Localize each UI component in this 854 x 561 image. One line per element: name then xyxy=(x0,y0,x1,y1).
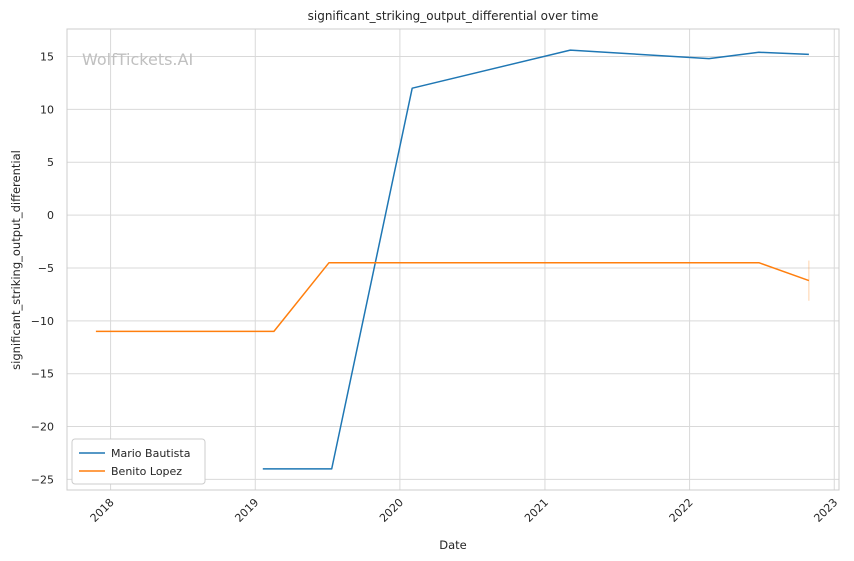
grid-lines xyxy=(67,29,839,490)
legend-box xyxy=(71,438,206,485)
y-tick-label: 5 xyxy=(47,156,54,169)
y-tick-label: −20 xyxy=(31,421,54,434)
y-tick-label: 0 xyxy=(47,209,54,222)
legend-label-1: Benito Lopez xyxy=(111,465,182,478)
watermark: WolfTickets.AI xyxy=(82,50,193,69)
series-line-benito-lopez xyxy=(95,261,810,333)
legend: Mario Bautista Benito Lopez xyxy=(71,438,206,485)
y-tick-label: 15 xyxy=(40,50,54,63)
y-axis-label: significant_striking_output_differential xyxy=(9,150,23,370)
series-lines xyxy=(95,49,810,470)
y-tick-label: −25 xyxy=(31,473,54,486)
legend-label-0: Mario Bautista xyxy=(111,447,190,460)
y-tick-label: −15 xyxy=(31,368,54,381)
series-line-mario-bautista xyxy=(262,49,809,470)
y-tick-label: −10 xyxy=(31,315,54,328)
x-axis-label: Date xyxy=(439,538,467,552)
y-tick-label: −5 xyxy=(38,262,54,275)
y-tick-labels: 15 10 5 0 −5 −10 −15 −20 −25 xyxy=(31,50,54,486)
y-tick-label: 10 xyxy=(40,103,54,116)
plot-frame xyxy=(66,28,840,491)
chart-title: significant_striking_output_differential… xyxy=(308,9,599,23)
